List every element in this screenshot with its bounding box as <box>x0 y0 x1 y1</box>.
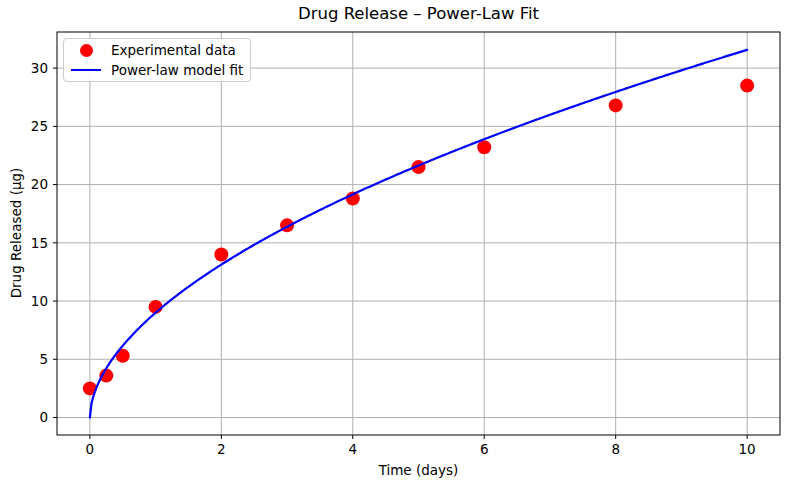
data-point <box>477 140 491 154</box>
y-axis-label: Drug Released (µg) <box>8 168 24 299</box>
legend-swatch-wrap <box>64 44 108 57</box>
y-tick-label: 30 <box>31 60 48 76</box>
chart-title: Drug Release – Power-Law Fit <box>57 4 780 23</box>
y-tick-label: 0 <box>39 409 48 425</box>
plot-border <box>57 32 780 435</box>
legend-label-power-law-fit: Power-law model fit <box>111 62 243 78</box>
y-tick-label: 20 <box>31 176 48 192</box>
data-point <box>609 98 623 112</box>
legend-label-experimental-data: Experimental data <box>111 42 236 58</box>
figure: 0 2 4 6 8 10 0 5 10 15 20 25 30 Drug Release – Power… <box>0 0 790 490</box>
x-tick-label: 8 <box>611 441 620 457</box>
x-tick-label: 0 <box>86 441 95 457</box>
grid-lines <box>57 32 780 435</box>
data-point <box>740 79 754 93</box>
x-axis-label: Time (days) <box>57 462 780 478</box>
legend-item-power-law-fit: Power-law model fit <box>64 60 250 80</box>
axis-ticks <box>53 68 747 439</box>
legend-swatch-wrap <box>64 69 108 72</box>
x-tick-label: 2 <box>217 441 226 457</box>
x-tick-label: 10 <box>739 441 756 457</box>
y-tick-label: 25 <box>31 118 48 134</box>
power-law-fit-line <box>90 50 747 418</box>
experimental-data-marker-icon <box>80 44 93 57</box>
tick-labels: 0 2 4 6 8 10 0 5 10 15 20 25 30 <box>31 60 756 457</box>
y-tick-label: 5 <box>39 351 48 367</box>
y-tick-label: 10 <box>31 293 48 309</box>
legend: Experimental data Power-law model fit <box>63 38 251 82</box>
y-tick-label: 15 <box>31 235 48 251</box>
legend-item-experimental-data: Experimental data <box>64 40 250 60</box>
x-tick-label: 6 <box>480 441 489 457</box>
data-point <box>214 247 228 261</box>
x-tick-label: 4 <box>348 441 357 457</box>
fit-line-swatch-icon <box>71 69 101 72</box>
